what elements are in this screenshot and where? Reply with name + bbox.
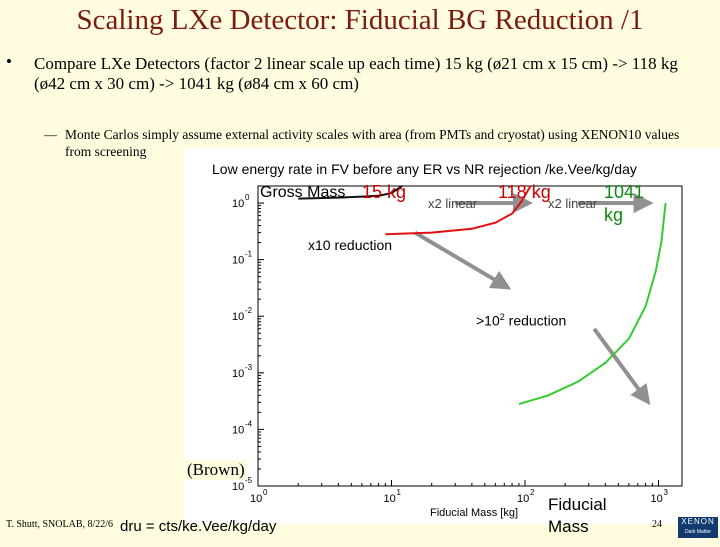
x-tick-label-1: 10 <box>383 493 395 505</box>
x-axis-label: Fiducial Mass [kg] <box>430 507 518 519</box>
page-number: 24 <box>652 519 662 530</box>
y-tick-exp-3: -3 <box>245 363 253 372</box>
x-tick-exp-1: 1 <box>396 488 401 497</box>
y-tick-label-5: 10 <box>232 481 244 493</box>
gross-mass-label: Gross Mass <box>260 184 346 201</box>
footer-unit: dru = cts/ke.Vee/kg/day <box>120 518 277 535</box>
sub-bullet-text: Monte Carlos simply assume external acti… <box>65 127 680 159</box>
chart-title: Low energy rate in FV before any ER vs N… <box>212 161 637 177</box>
x-tick-label-3: 10 <box>650 493 662 505</box>
reduction-x100-label: >102 reduction <box>476 312 567 329</box>
x-tick-exp-0: 0 <box>263 488 268 497</box>
x2-linear-b: x2 linear <box>548 196 598 211</box>
x-tick-exp-3: 3 <box>663 488 668 497</box>
x-tick-label-0: 10 <box>250 493 262 505</box>
y-tick-label-2: 10 <box>232 311 244 323</box>
brown-credit: (Brown) <box>185 460 247 480</box>
series-line-1 <box>385 185 532 236</box>
annotation-arrow-1 <box>592 327 651 406</box>
y-tick-exp-0: 0 <box>245 193 250 202</box>
footer-author: T. Shutt, SNOLAB, 8/22/6 <box>6 519 114 530</box>
y-tick-label-0: 10 <box>232 198 244 210</box>
label-kg: kg <box>604 205 624 225</box>
bullet-marker: • <box>6 52 12 71</box>
y-tick-exp-1: -1 <box>245 250 253 259</box>
xenon-logo: XENON Dark Matter Project <box>678 517 718 545</box>
x-tick-label-2: 10 <box>517 493 529 505</box>
bullet-text: Compare LXe Detectors (factor 2 linear s… <box>34 54 678 93</box>
plot-frame <box>257 185 683 487</box>
y-tick-label-1: 10 <box>232 255 244 267</box>
fiducial-mass-label: Fiducial Mass <box>548 495 607 536</box>
reduction-x10-label: x10 reduction <box>308 237 393 253</box>
series-line-2 <box>518 202 667 406</box>
sub-bullet-marker: — <box>44 127 57 142</box>
y-tick-exp-5: -5 <box>245 476 253 485</box>
x2-linear-a: x2 linear <box>428 196 478 211</box>
label-1041: 1041 <box>604 182 645 202</box>
series-line-0 <box>298 185 403 200</box>
y-tick-exp-4: -4 <box>245 419 253 428</box>
label-15kg: 15 kg <box>362 182 407 202</box>
y-tick-label-3: 10 <box>232 368 244 380</box>
slide-title: Scaling LXe Detector: Fiducial BG Reduct… <box>76 4 644 36</box>
annotation-arrow-0 <box>413 230 512 290</box>
label-118kg: 118 kg <box>498 182 551 202</box>
x-tick-exp-2: 2 <box>530 488 535 497</box>
y-tick-exp-2: -2 <box>245 306 253 315</box>
y-tick-label-4: 10 <box>232 424 244 436</box>
